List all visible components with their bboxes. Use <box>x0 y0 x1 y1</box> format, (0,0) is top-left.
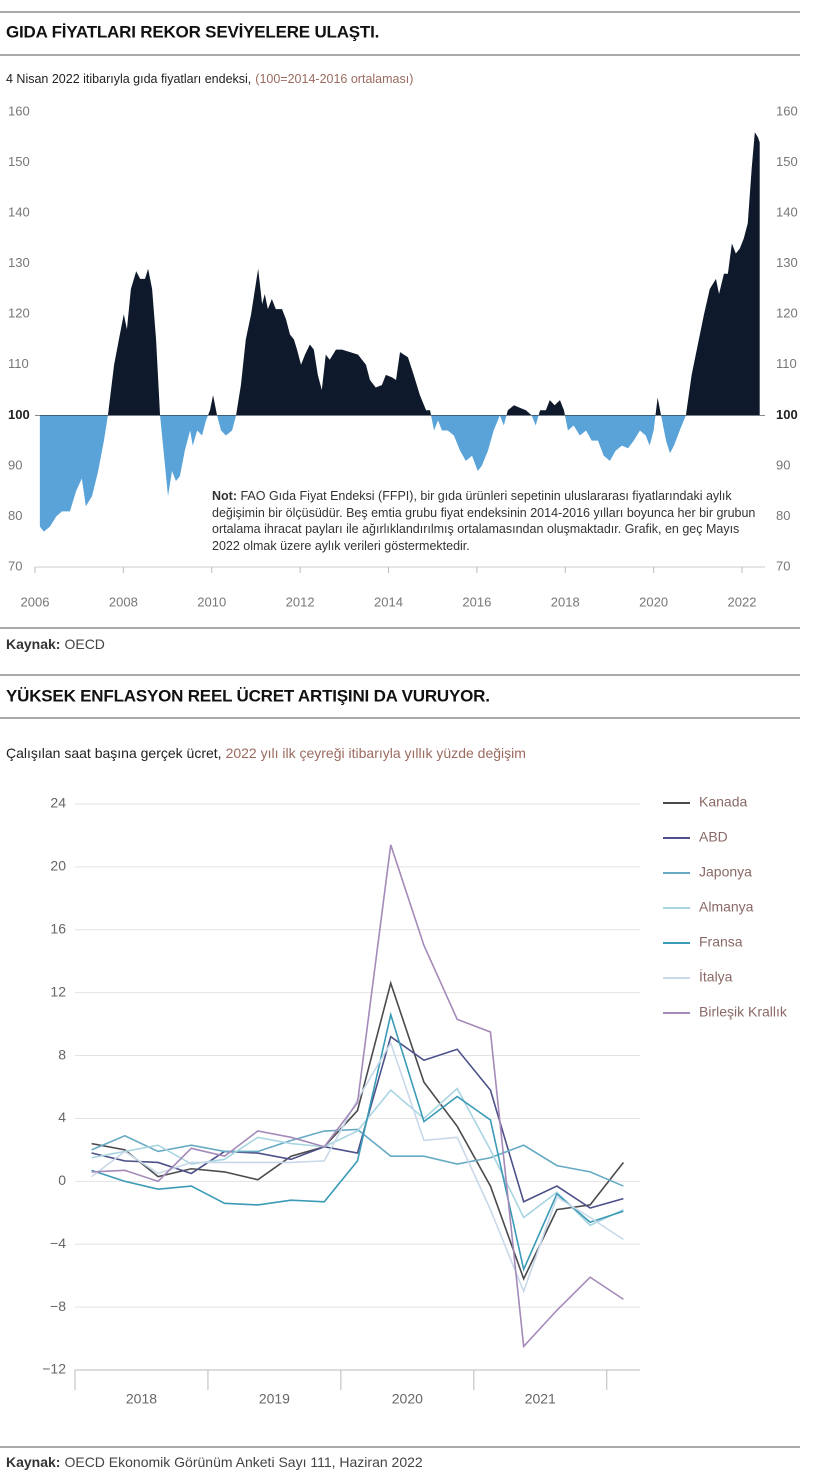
y-tick-label: 20 <box>50 858 66 874</box>
y2-tick-label: 160 <box>776 103 798 118</box>
subtitle: 4 Nisan 2022 itibarıyla gıda fiyatları e… <box>6 72 413 86</box>
x-tick-label: 2016 <box>462 594 491 609</box>
legend-label: Fransa <box>699 934 743 950</box>
y-tick-label: 90 <box>8 457 22 472</box>
x-tick-label: 2014 <box>374 594 403 609</box>
note: Not: FAO Gıda Fiyat Endeksi (FFPI), bir … <box>212 488 757 554</box>
legend-label: Kanada <box>699 794 747 810</box>
y2-tick-label: 80 <box>776 508 790 523</box>
subtitle-text: 4 Nisan 2022 itibarıyla gıda fiyatları e… <box>6 72 251 86</box>
x-tick-label: 2020 <box>639 594 668 609</box>
series-line <box>91 1128 624 1187</box>
area <box>39 132 760 532</box>
legend-label: ABD <box>699 829 728 845</box>
heading: GIDA FİYATLARI REKOR SEVİYELERE ULAŞTI. <box>6 22 379 41</box>
legend-label: İtalya <box>699 968 733 985</box>
x-tick-label: 2021 <box>525 1391 556 1407</box>
x-tick-label: 2012 <box>286 594 315 609</box>
y-tick-label: 80 <box>8 508 22 523</box>
y-tick-label: −8 <box>50 1298 66 1314</box>
subtitle-note: (100=2014-2016 ortalaması) <box>255 72 413 86</box>
y-tick-label: 24 <box>50 795 66 811</box>
legend-label: Japonya <box>699 864 752 880</box>
heading: YÜKSEK ENFLASYON REEL ÜCRET ARTIŞINI DA … <box>6 686 490 705</box>
y2-tick-label: 130 <box>776 255 798 270</box>
y-tick-label: 12 <box>50 983 66 999</box>
source-text: OECD Ekonomik Görünüm Anketi Sayı 111, H… <box>64 1454 422 1470</box>
source-label: Kaynak: <box>6 636 60 652</box>
y-tick-label: 100 <box>8 407 30 422</box>
series-line <box>91 844 624 1349</box>
y2-tick-label: 110 <box>776 356 797 371</box>
y2-tick-label: 120 <box>776 306 798 321</box>
x-tick-label: 2022 <box>728 594 757 609</box>
note-label: Not: <box>212 489 237 503</box>
legend-label: Birleşik Krallık <box>699 1004 788 1020</box>
source-label: Kaynak: <box>6 1454 60 1470</box>
x-tick-label: 2020 <box>392 1391 423 1407</box>
source: Kaynak: OECD Ekonomik Görünüm Anketi Sayı… <box>6 1454 423 1470</box>
y2-tick-label: 90 <box>776 457 790 472</box>
source: Kaynak: OECD <box>6 636 105 652</box>
x-tick-label: 2018 <box>126 1391 157 1407</box>
y-tick-label: 70 <box>8 558 22 573</box>
y-tick-label: −4 <box>50 1235 66 1251</box>
y2-tick-label: 150 <box>776 154 798 169</box>
y-tick-label: −12 <box>42 1361 66 1377</box>
x-tick-label: 2006 <box>21 594 50 609</box>
subtitle-note: 2022 yılı ilk çeyreği itibarıyla yıllık … <box>226 745 526 761</box>
subtitle-text: Çalışılan saat başına gerçek ücret, <box>6 745 222 761</box>
x-tick-label: 2018 <box>551 594 580 609</box>
series-line <box>91 1087 624 1227</box>
legend-label: Almanya <box>699 899 754 915</box>
y-tick-label: 120 <box>8 306 30 321</box>
y-tick-label: 0 <box>58 1172 66 1188</box>
x-tick-label: 2019 <box>259 1391 290 1407</box>
y-tick-label: 160 <box>8 103 30 118</box>
y-tick-label: 130 <box>8 255 30 270</box>
y-tick-label: 4 <box>58 1109 66 1125</box>
y-tick-label: 8 <box>58 1046 66 1062</box>
series-line <box>91 1011 624 1272</box>
y-tick-label: 110 <box>8 356 29 371</box>
y2-tick-label: 100 <box>776 407 798 422</box>
note-text: FAO Gıda Fiyat Endeksi (FFPI), bir gıda … <box>212 489 756 553</box>
series-line <box>91 1035 624 1209</box>
series-line <box>91 980 625 1281</box>
y-tick-label: 140 <box>8 205 30 220</box>
x-tick-label: 2008 <box>109 594 138 609</box>
y2-tick-label: 140 <box>776 205 798 220</box>
y-tick-label: 16 <box>50 920 66 936</box>
y-tick-label: 150 <box>8 154 30 169</box>
y2-tick-label: 70 <box>776 558 790 573</box>
x-tick-label: 2010 <box>197 594 226 609</box>
subtitle: Çalışılan saat başına gerçek ücret, 2022 … <box>6 745 526 761</box>
source-text: OECD <box>64 636 104 652</box>
